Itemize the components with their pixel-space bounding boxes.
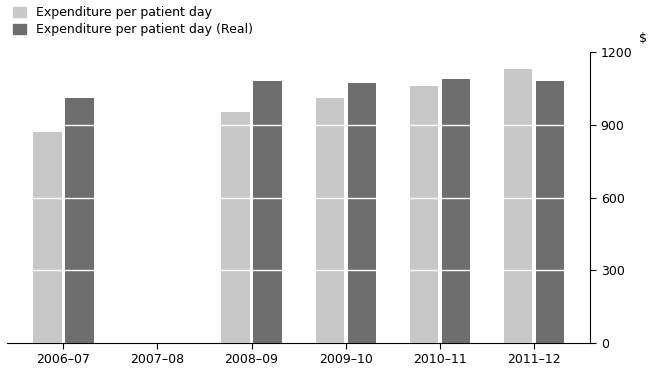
Bar	[347, 83, 376, 343]
Bar	[315, 98, 344, 343]
Bar	[409, 86, 438, 343]
Bar	[441, 79, 470, 343]
Bar	[504, 69, 532, 343]
Text: $: $	[639, 32, 647, 46]
Bar	[536, 81, 564, 343]
Legend: Expenditure per patient day, Expenditure per patient day (Real): Expenditure per patient day, Expenditure…	[13, 6, 252, 36]
Bar	[222, 112, 250, 343]
Bar	[33, 132, 61, 343]
Bar	[65, 98, 94, 343]
Bar	[254, 81, 282, 343]
